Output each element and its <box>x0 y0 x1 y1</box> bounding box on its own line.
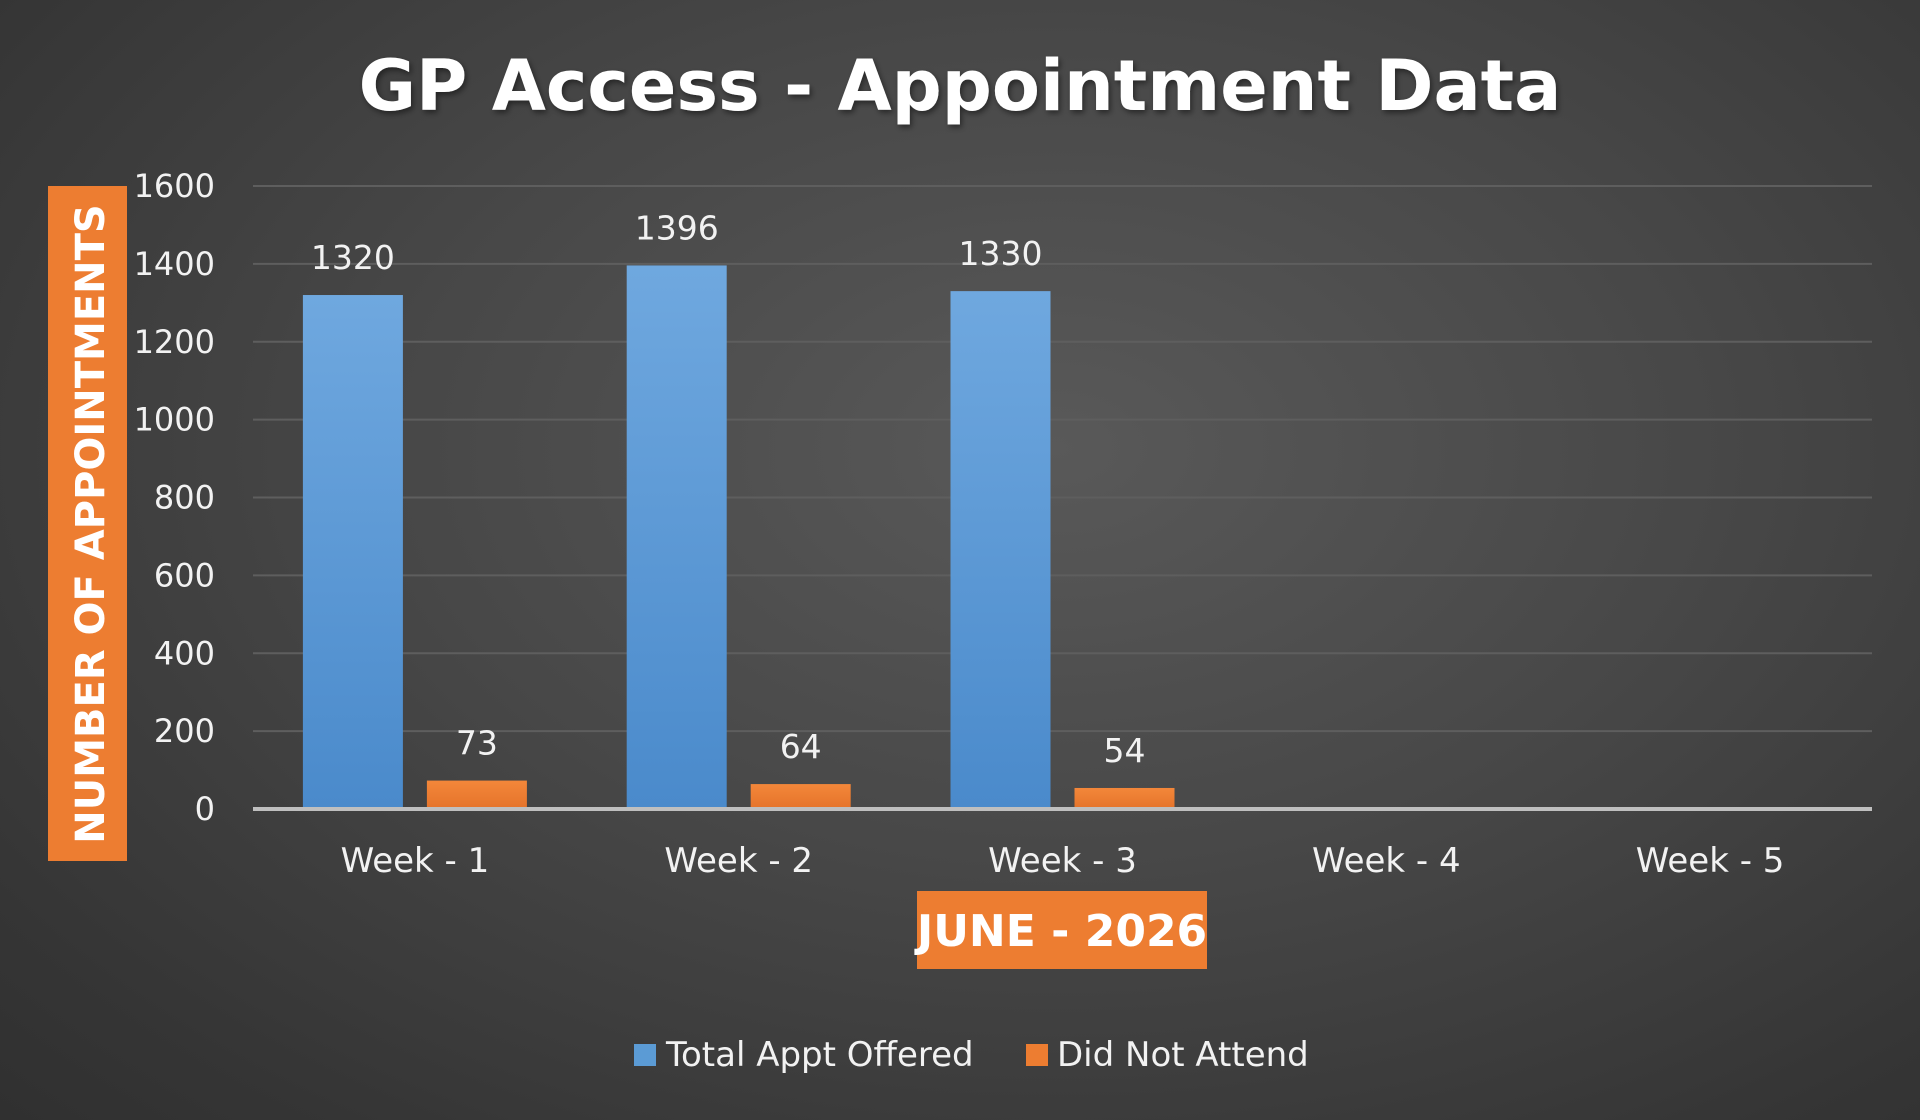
y-tick-label: 1600 <box>134 167 215 205</box>
y-axis-title-text: NUMBER OF APPOINTMENTS <box>68 204 114 844</box>
x-axis-ticks: Week - 1 Week - 2 Week - 3 Week - 4 Week - 5 <box>341 841 1785 881</box>
data-label: 54 <box>1104 731 1146 770</box>
y-tick-label: 1200 <box>134 323 215 361</box>
data-labels: 1320 73 1396 64 1330 54 <box>311 208 1146 770</box>
bar-did-not-attend-week-1 <box>426 780 527 809</box>
x-tick-label: Week - 3 <box>988 841 1137 881</box>
data-label: 73 <box>456 724 498 763</box>
y-tick-label: 1400 <box>134 245 215 283</box>
data-label: 1320 <box>311 238 395 277</box>
bar-did-not-attend-week-2 <box>750 784 851 809</box>
y-tick-label: 600 <box>154 556 215 594</box>
y-axis-title-background <box>48 186 127 861</box>
bar-total-appt-offered-week-2 <box>626 265 727 809</box>
data-label: 64 <box>780 727 822 766</box>
x-tick-label: Week - 2 <box>664 841 813 881</box>
y-tick-label: 800 <box>154 479 215 517</box>
bar-total-appt-offered-week-1 <box>302 295 403 809</box>
chart-title: GP Access - Appointment Data <box>359 45 1562 127</box>
y-tick-label: 1000 <box>134 401 215 439</box>
x-tick-label: Week - 5 <box>1636 841 1785 881</box>
x-axis-title: JUNE - 2026 <box>914 891 1207 969</box>
y-tick-label: 400 <box>154 634 215 672</box>
bar-did-not-attend-week-3 <box>1074 787 1175 809</box>
x-axis-title-text: JUNE - 2026 <box>914 906 1207 957</box>
legend-swatch <box>634 1044 656 1066</box>
bars <box>302 265 1175 810</box>
y-tick-label: 0 <box>195 790 215 828</box>
legend: Total Appt Offered Did Not Attend <box>634 1035 1309 1075</box>
x-tick-label: Week - 1 <box>341 841 490 881</box>
data-label: 1396 <box>635 208 719 247</box>
y-axis-title: NUMBER OF APPOINTMENTS <box>48 186 127 861</box>
x-axis-title-background <box>917 891 1207 969</box>
legend-label: Did Not Attend <box>1057 1035 1309 1075</box>
bar-total-appt-offered-week-3 <box>950 291 1051 810</box>
data-label: 1330 <box>959 234 1043 273</box>
x-tick-label: Week - 4 <box>1312 841 1461 881</box>
legend-label: Total Appt Offered <box>665 1035 974 1075</box>
legend-swatch <box>1026 1044 1048 1066</box>
y-tick-label: 200 <box>154 712 215 750</box>
y-axis-ticks: 0 200 400 600 800 1000 1200 1400 1600 <box>134 167 215 828</box>
gridlines <box>253 185 1872 733</box>
